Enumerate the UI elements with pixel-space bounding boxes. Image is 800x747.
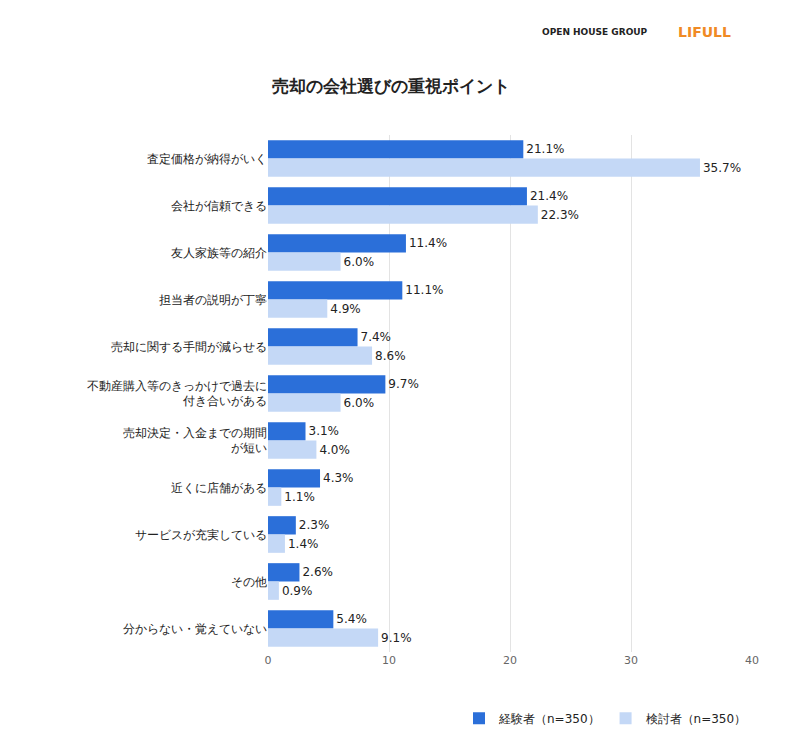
svg-text:20: 20 [503,654,517,667]
svg-text:査定価格が納得がいく: 査定価格が納得がいく [147,152,267,166]
svg-text:友人家族等の紹介: 友人家族等の紹介 [171,246,267,260]
svg-text:4.9%: 4.9% [330,302,361,316]
svg-text:OPEN HOUSE GROUP: OPEN HOUSE GROUP [542,27,648,37]
svg-text:2.6%: 2.6% [302,565,333,579]
svg-text:5.4%: 5.4% [336,612,367,626]
svg-text:21.1%: 21.1% [526,142,564,156]
svg-text:分からない・覚えていない: 分からない・覚えていない [123,622,267,636]
svg-text:不動産購入等のきっかけで過去に付き合いがある: 不動産購入等のきっかけで過去に付き合いがある [87,379,267,409]
svg-text:9.7%: 9.7% [388,377,419,391]
svg-text:2.3%: 2.3% [299,518,330,532]
svg-text:40: 40 [745,654,759,667]
svg-text:4.0%: 4.0% [319,443,350,457]
svg-text:7.4%: 7.4% [361,330,392,344]
svg-text:会社が信頼できる: 会社が信頼できる [171,199,267,213]
svg-text:30: 30 [624,654,638,667]
svg-text:11.1%: 11.1% [405,283,443,297]
svg-text:売却に関する手間が減らせる: 売却に関する手間が減らせる [111,340,267,354]
svg-text:22.3%: 22.3% [541,208,579,222]
svg-text:4.3%: 4.3% [323,471,354,485]
svg-text:35.7%: 35.7% [703,161,741,175]
svg-text:21.4%: 21.4% [530,189,568,203]
svg-text:3.1%: 3.1% [309,424,340,438]
svg-text:売却決定・入金までの期間が短い: 売却決定・入金までの期間が短い [123,426,267,456]
svg-text:8.6%: 8.6% [375,349,406,363]
svg-text:6.0%: 6.0% [344,255,375,269]
svg-text:近くに店舗がある: 近くに店舗がある [171,481,267,495]
svg-text:サービスが充実している: サービスが充実している [135,528,267,542]
svg-text:その他: その他 [231,575,267,589]
svg-text:検討者（n=350）: 検討者（n=350） [646,712,747,726]
svg-text:1.1%: 1.1% [284,490,315,504]
svg-text:10: 10 [382,654,396,667]
svg-text:0.9%: 0.9% [282,584,313,598]
svg-text:売却の会社選びの重視ポイント: 売却の会社選びの重視ポイント [272,76,510,96]
svg-text:経験者（n=350）: 経験者（n=350） [498,712,600,726]
svg-text:1.4%: 1.4% [288,537,319,551]
svg-text:担当者の説明が丁寧: 担当者の説明が丁寧 [159,293,267,307]
svg-text:LIFULL: LIFULL [678,24,731,40]
svg-text:0: 0 [265,654,272,667]
svg-text:11.4%: 11.4% [409,236,447,250]
svg-text:9.1%: 9.1% [381,631,412,645]
svg-text:6.0%: 6.0% [344,396,375,410]
